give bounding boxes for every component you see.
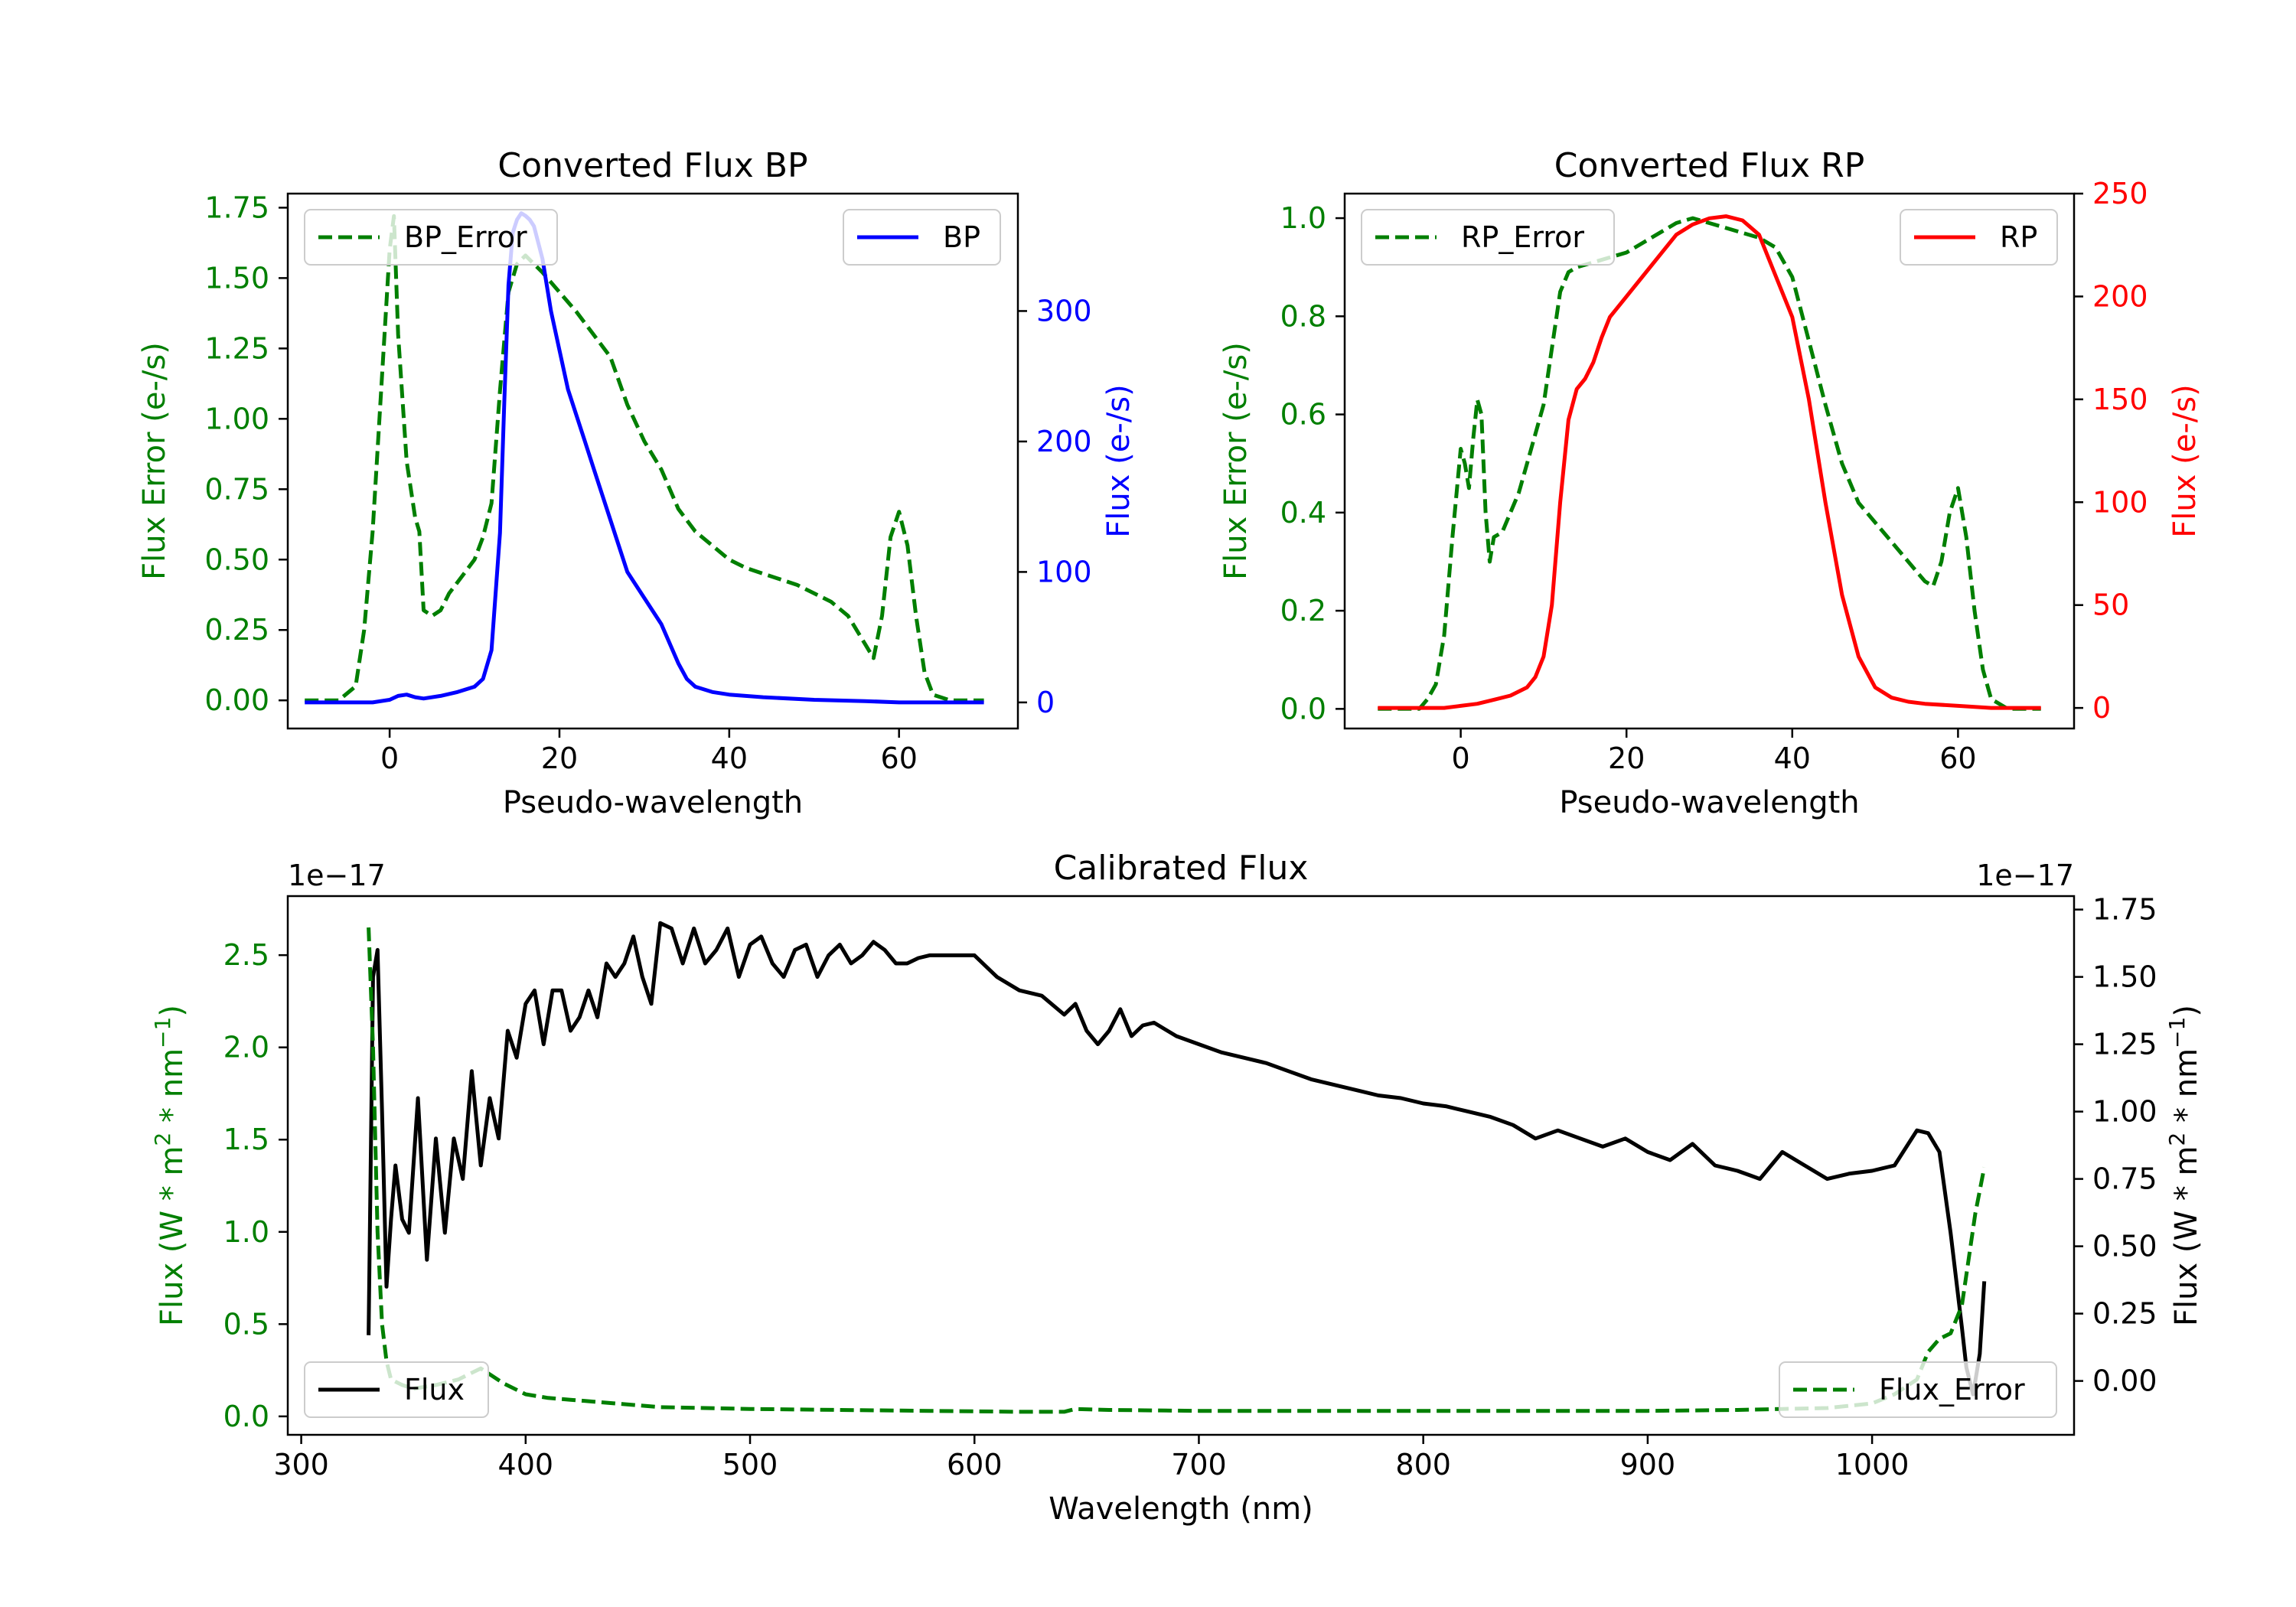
y-axis-label-right: Flux (e-/s) [1101,384,1137,537]
x-tick-label: 600 [947,1448,1003,1482]
y-tick-label-right: 0 [2092,691,2111,725]
series-line-flux-error [367,927,1987,1414]
legend-box [304,209,558,266]
y-axis-label-left: Flux Error (e-/s) [1218,342,1254,580]
y-tick-label-left: 1.0 [223,1215,269,1249]
x-tick-label: 60 [1939,742,1976,775]
x-tick-label: 400 [498,1448,554,1482]
y-tick-label-right: 100 [1036,555,1092,588]
x-tick-label: 500 [722,1448,778,1482]
offset-label-left: 1e−17 [288,859,386,892]
y-tick-label-left: 1.75 [204,191,269,224]
legend-box [304,1361,489,1418]
legend-right: RP [1900,209,2058,266]
y-tick-label-left: 1.0 [1280,201,1326,235]
x-axis-label: Pseudo-wavelength [503,785,803,820]
y-axis-label-left: Flux Error (e-/s) [137,342,172,580]
y-tick-label-left: 0.00 [204,683,269,717]
legend-label: RP [2000,220,2037,254]
x-axis-label: Pseudo-wavelength [1559,785,1859,820]
x-axis-label: Wavelength (nm) [1049,1491,1313,1527]
chart-title: Converted Flux BP [497,146,807,185]
y-tick-label-right: 0 [1036,686,1055,719]
series-line-rp [1378,214,2041,710]
x-tick-label: 800 [1395,1448,1451,1482]
legend-right: Flux_Error [1779,1361,2057,1418]
x-tick-label: 60 [881,742,918,775]
chart-title: Converted Flux RP [1554,146,1865,185]
x-tick-label: 900 [1620,1448,1676,1482]
y-tick-label-right: 1.50 [2092,960,2157,994]
y-tick-label-left: 0.8 [1280,299,1326,333]
x-tick-label: 20 [541,742,578,775]
y-tick-label-left: 1.25 [204,331,269,365]
legend-label: Flux [404,1373,465,1407]
plot-frame [286,895,2076,1436]
legend-label: BP [943,220,980,254]
y-tick-label-left: 0.0 [223,1400,269,1433]
y-tick-label-right: 300 [1036,294,1092,328]
x-tick-label: 300 [273,1448,329,1482]
y-tick-label-left: 0.50 [204,543,269,576]
plot-frame [1343,192,2076,730]
plot-frame [286,192,1019,730]
y-tick-label-left: 2.0 [223,1031,269,1064]
series-line-rp-error [1378,216,2041,711]
legend-right: BP [843,209,1001,266]
legend-box [1779,1361,2057,1418]
legend-label: Flux_Error [1879,1373,2025,1407]
y-tick-label-right: 1.25 [2092,1028,2157,1061]
legend-left: Flux [304,1361,489,1418]
x-tick-label: 0 [1452,742,1470,775]
x-tick-label: 40 [1774,742,1811,775]
y-tick-label-left: 0.5 [223,1307,269,1341]
y-tick-label-right: 0.50 [2092,1230,2157,1263]
chart-bp: Converted Flux BP 0 20 40 60 Pseudo-wavelengt… [137,146,1137,820]
y-tick-label-left: 0.75 [204,472,269,506]
legend-label: RP_Error [1461,220,1584,254]
y-tick-label-left: 0.6 [1280,398,1326,432]
x-tick-label: 700 [1171,1448,1227,1482]
legend-left: RP_Error [1361,209,1615,266]
y-axis-label-right: Flux (W * m2 * nm−1) [2164,1005,2205,1326]
legend-box [1900,209,2058,266]
y-tick-label-left: 1.5 [223,1123,269,1156]
y-tick-label-right: 0.00 [2092,1364,2157,1398]
x-tick-label: 0 [380,742,399,775]
y-axis-label-left: Flux (W * m2 * nm−1) [150,1005,191,1326]
series-line-flux [367,921,1987,1397]
y-tick-label-right: 0.75 [2092,1162,2157,1196]
y-tick-label-right: 1.00 [2092,1095,2157,1129]
y-tick-label-right: 200 [1036,425,1092,458]
series-line-bp-error [305,214,984,702]
chart-rp: Converted Flux RP 0 20 40 60 Pseudo-wavelengt… [1218,146,2203,820]
y-axis-label-right: Flux (e-/s) [2167,384,2203,537]
y-tick-label-left: 0.2 [1280,594,1326,627]
offset-label-right: 1e−17 [1976,859,2074,892]
chart-calibrated: Calibrated Flux 300 400 500 600 700 800 900 1000… [150,849,2205,1527]
y-tick-label-left: 0.4 [1280,496,1326,530]
x-tick-label: 1000 [1835,1448,1910,1482]
y-tick-label-right: 100 [2092,485,2148,519]
series-line-bp [305,211,984,705]
y-tick-label-left: 2.5 [223,938,269,972]
y-tick-label-left: 0.25 [204,613,269,647]
y-tick-label-right: 0.25 [2092,1297,2157,1331]
legend-box [1361,209,1615,266]
chart-title: Calibrated Flux [1054,849,1309,888]
y-tick-label-right: 150 [2092,383,2148,416]
y-tick-label-right: 250 [2092,177,2148,210]
legend-label: BP_Error [404,220,527,254]
y-tick-label-right: 50 [2092,588,2129,622]
y-tick-label-left: 1.50 [204,261,269,295]
y-tick-label-right: 200 [2092,279,2148,313]
x-tick-label: 20 [1608,742,1645,775]
y-tick-label-right: 1.75 [2092,893,2157,927]
x-tick-label: 40 [711,742,748,775]
y-tick-label-left: 0.0 [1280,692,1326,725]
legend-box [843,209,1001,266]
y-tick-label-left: 1.00 [204,402,269,435]
legend-left: BP_Error [304,209,558,266]
